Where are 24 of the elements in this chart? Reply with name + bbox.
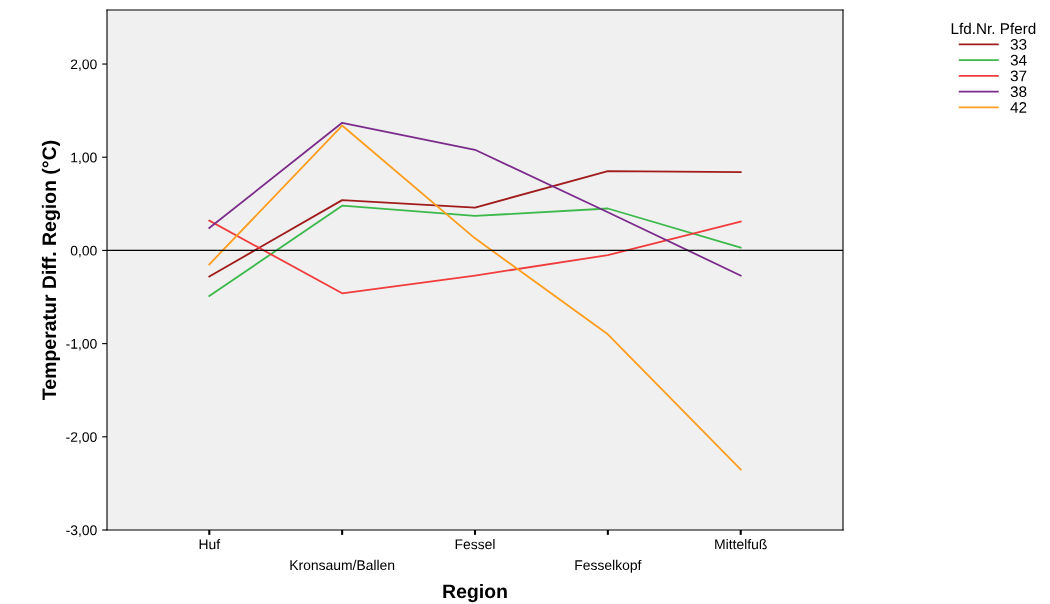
x-axis-title: Region (443, 583, 507, 603)
line-series (208, 204, 742, 297)
x-tick-label: Kronsaum/Ballen (290, 559, 395, 571)
legend-label: 38 (1010, 86, 1027, 98)
legend-title: Lfd.Nr. Pferd (951, 22, 1036, 35)
y-tick-label: -1,00 (66, 338, 97, 351)
line-series (208, 219, 742, 295)
y-tick-label: 0,00 (70, 245, 97, 258)
x-tick-label: Mittelfuß (715, 539, 767, 550)
y-tick-label: -2,00 (66, 432, 97, 444)
legend-label: 37 (1010, 70, 1027, 82)
y-axis-title: Temperatur Diff. Region (°C) (41, 140, 61, 400)
line-series (208, 170, 742, 278)
line-series (208, 124, 742, 471)
x-tick-label: Fessel (455, 539, 495, 550)
y-tick-label: -3,00 (66, 525, 97, 537)
x-tick-label: Fesselkopf (575, 559, 642, 573)
legend-label: 33 (1010, 38, 1027, 50)
line-series (208, 121, 742, 277)
y-tick-label: 2,00 (70, 59, 97, 71)
legend-label: 34 (1010, 54, 1027, 66)
legend-label: 42 (1010, 102, 1027, 113)
y-tick-label: 1,00 (71, 152, 97, 165)
x-tick-label: Huf (199, 539, 221, 550)
